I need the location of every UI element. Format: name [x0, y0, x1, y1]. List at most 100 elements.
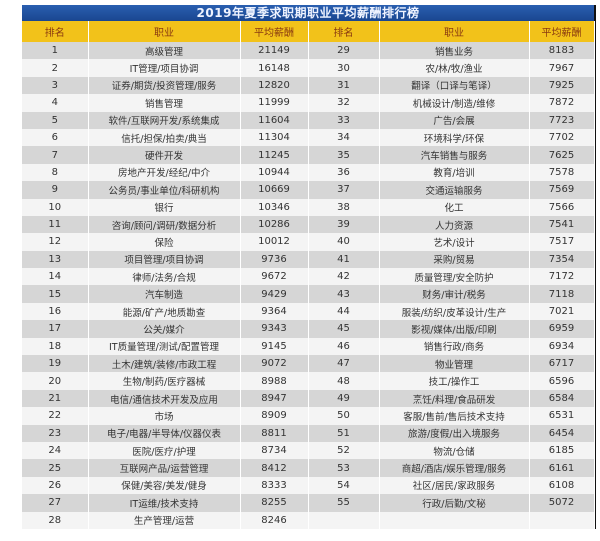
table-row: 28 生产管理/运营 8246: [22, 511, 595, 529]
rank-cell: 16: [22, 302, 89, 321]
job-cell: 软件/互联网开发/系统集成: [88, 111, 241, 129]
rank-cell: 52: [308, 441, 380, 460]
salary-cell: 9672: [240, 268, 309, 286]
salary-cell: 6596: [529, 372, 595, 390]
job-cell: 医院/医疗/护理: [88, 441, 241, 460]
table-row: 19 土木/建筑/装修/市政工程 9072 47 物业管理 6717: [22, 355, 595, 373]
salary-cell: 8811: [240, 424, 309, 442]
salary-cell: 11999: [240, 94, 309, 112]
salary-cell: 12820: [240, 76, 309, 95]
salary-cell: 9364: [240, 302, 309, 321]
rank-cell: 38: [308, 198, 380, 216]
rank-cell: 11: [22, 215, 89, 234]
job-cell: 质量管理/安全防护: [379, 268, 530, 286]
job-cell: 律师/法务/合规: [88, 268, 241, 286]
rank-cell: 54: [308, 476, 380, 495]
salary-cell: 6185: [529, 441, 595, 460]
rank-cell: 45: [308, 320, 380, 338]
rank-cell: 40: [308, 233, 380, 251]
table-row: 24 医院/医疗/护理 8734 52 物流/仓储 6185: [22, 441, 595, 460]
salary-cell: 8947: [240, 389, 309, 408]
salary-cell: 6161: [529, 459, 595, 477]
rank-cell: 18: [22, 337, 89, 356]
job-cell: 商超/酒店/娱乐管理/服务: [379, 459, 530, 477]
job-cell: 旅游/度假/出入境服务: [379, 424, 530, 442]
job-cell: 公务员/事业单位/科研机构: [88, 181, 241, 199]
job-cell: 广告/会展: [379, 111, 530, 129]
rank-cell: 19: [22, 355, 89, 373]
salary-cell: 7872: [529, 94, 595, 112]
rank-cell: 17: [22, 320, 89, 338]
rank-cell: 6: [22, 128, 89, 147]
job-cell: 公关/媒介: [88, 320, 241, 338]
salary-cell: 7578: [529, 163, 595, 182]
salary-cell: 9072: [240, 355, 309, 373]
job-cell: 烹饪/料理/食品研发: [379, 389, 530, 408]
salary-cell: 16148: [240, 59, 309, 77]
salary-cell: 5072: [529, 494, 595, 512]
rank-cell: 27: [22, 494, 89, 512]
table-row: 22 市场 8909 50 客服/售前/售后技术支持 6531: [22, 407, 595, 425]
salary-cell: 11245: [240, 146, 309, 164]
salary-cell: 9145: [240, 337, 309, 356]
table-title: 2019年夏季求职期职业平均薪酬排行榜: [22, 5, 594, 21]
job-cell: 机械设计/制造/维修: [379, 94, 530, 112]
job-cell: 证券/期货/投资管理/服务: [88, 76, 241, 95]
job-cell: 房地产开发/经纪/中介: [88, 163, 241, 182]
salary-cell: 8412: [240, 459, 309, 477]
job-cell: 信托/担保/拍卖/典当: [88, 128, 241, 147]
job-cell: 客服/售前/售后技术支持: [379, 407, 530, 425]
job-cell: 保险: [88, 233, 241, 251]
table-row: 14 律师/法务/合规 9672 42 质量管理/安全防护 7172: [22, 268, 595, 286]
table-row: 2 IT管理/项目协调 16148 30 农/林/牧/渔业 7967: [22, 59, 595, 77]
rank-cell: 46: [308, 337, 380, 356]
rank-cell: 31: [308, 76, 380, 95]
job-cell: 汽车销售与服务: [379, 146, 530, 164]
table-row: 11 咨询/顾问/调研/数据分析 10286 39 人力资源 7541: [22, 215, 595, 234]
rank-cell: 5: [22, 111, 89, 129]
table-row: 18 IT质量管理/测试/配置管理 9145 46 销售行政/商务 6934: [22, 337, 595, 356]
rank-cell: 21: [22, 389, 89, 408]
salary-cell: 10346: [240, 198, 309, 216]
salary-cell: 7517: [529, 233, 595, 251]
salary-cell: 8246: [240, 511, 309, 529]
job-cell: 硬件开发: [88, 146, 241, 164]
rank-cell: 50: [308, 407, 380, 425]
rank-cell: 25: [22, 459, 89, 477]
table-row: 25 互联网产品/运营管理 8412 53 商超/酒店/娱乐管理/服务 6161: [22, 459, 595, 477]
table-row: 3 证券/期货/投资管理/服务 12820 31 翻译（口译与笔译） 7925: [22, 76, 595, 95]
job-cell: 市场: [88, 407, 241, 425]
rank-cell: 41: [308, 250, 380, 269]
job-cell: 销售管理: [88, 94, 241, 112]
salary-cell: 21149: [240, 42, 309, 60]
salary-cell: 6584: [529, 389, 595, 408]
rank-cell: 23: [22, 424, 89, 442]
salary-cell: 10012: [240, 233, 309, 251]
header-rank: 排名: [22, 21, 89, 42]
salary-cell: 9736: [240, 250, 309, 269]
header-job: 职业: [379, 21, 530, 42]
table-row: 9 公务员/事业单位/科研机构 10669 37 交通运输服务 7569: [22, 181, 595, 199]
rank-cell: 14: [22, 268, 89, 286]
job-cell: IT质量管理/测试/配置管理: [88, 337, 241, 356]
header-salary: 平均薪酬: [529, 21, 595, 42]
salary-cell: 8988: [240, 372, 309, 390]
job-cell: 生产管理/运营: [88, 511, 241, 529]
salary-cell: 7172: [529, 268, 595, 286]
job-cell: 土木/建筑/装修/市政工程: [88, 355, 241, 373]
rank-cell: 37: [308, 181, 380, 199]
salary-cell: 7702: [529, 128, 595, 147]
job-cell: 互联网产品/运营管理: [88, 459, 241, 477]
table-row: 4 销售管理 11999 32 机械设计/制造/维修 7872: [22, 94, 595, 112]
job-cell: 交通运输服务: [379, 181, 530, 199]
salary-cell: 8909: [240, 407, 309, 425]
header-row: 排名 职业 平均薪酬 排名 职业 平均薪酬: [22, 21, 595, 42]
rank-cell: [308, 511, 380, 529]
job-cell: 农/林/牧/渔业: [379, 59, 530, 77]
job-cell: 服装/纺织/皮革设计/生产: [379, 302, 530, 321]
rank-cell: 15: [22, 285, 89, 303]
rank-cell: 26: [22, 476, 89, 495]
salary-cell: 6717: [529, 355, 595, 373]
job-cell: 财务/审计/税务: [379, 285, 530, 303]
job-cell: 银行: [88, 198, 241, 216]
